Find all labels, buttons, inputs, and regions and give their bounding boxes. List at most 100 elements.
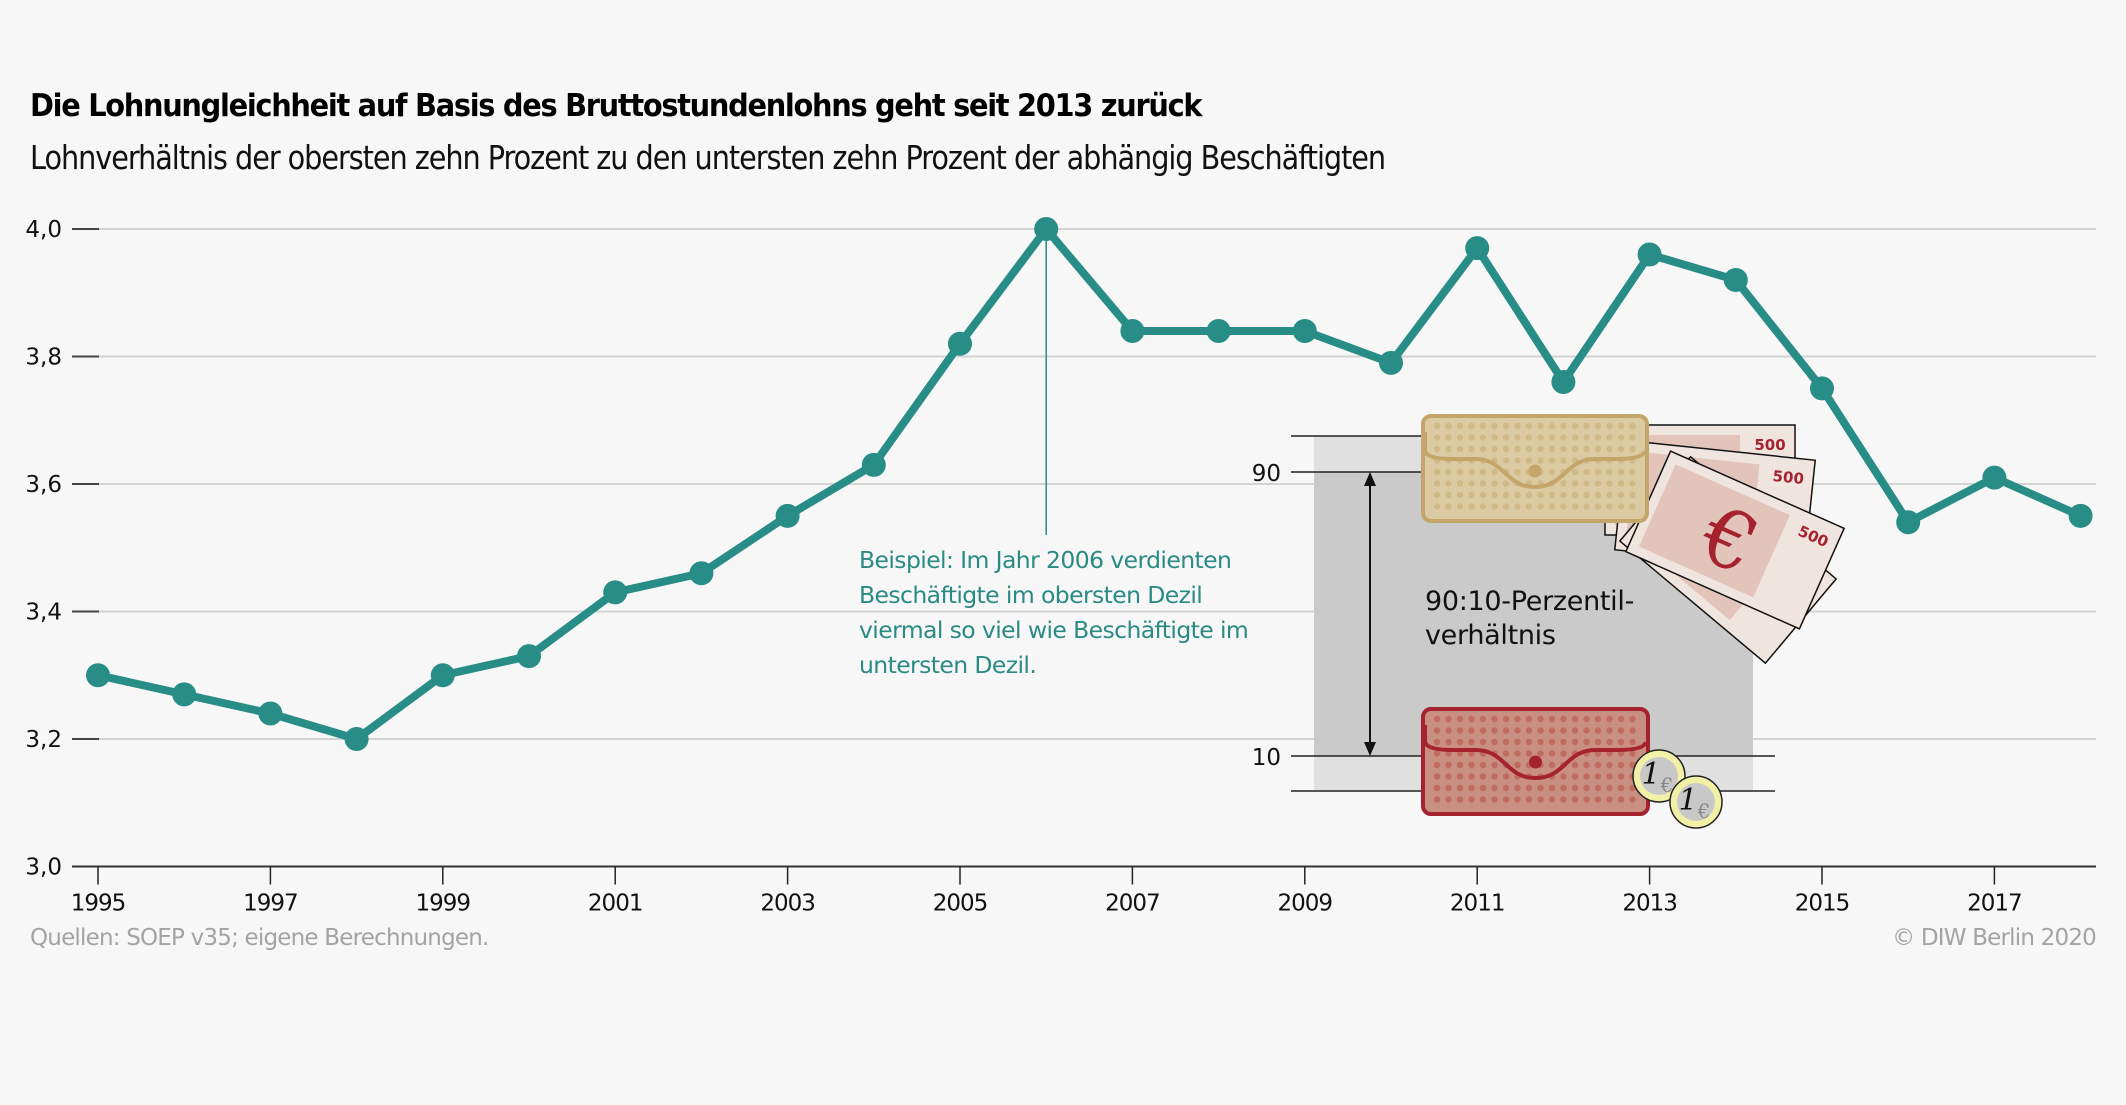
wallet-dot	[1583, 480, 1590, 487]
series-ratio	[86, 217, 2093, 751]
wallet-dot	[1560, 491, 1567, 499]
wallet-dot	[1468, 468, 1475, 476]
wallet-dot	[1468, 738, 1475, 746]
data-point	[344, 727, 369, 751]
wallet-dot	[1594, 491, 1602, 499]
wallet-dot	[1491, 491, 1498, 499]
wallet-dot	[1560, 434, 1567, 441]
wallet-dot	[1629, 468, 1636, 476]
wallet-dot	[1594, 445, 1602, 453]
wallet-dot	[1468, 784, 1475, 792]
wallet-dot	[1629, 727, 1636, 734]
data-point	[1292, 319, 1317, 343]
wallet-dot	[1479, 480, 1487, 487]
wallet-dot	[1479, 503, 1487, 510]
wallet-dot	[1537, 738, 1544, 746]
wallet-dot	[1479, 445, 1487, 453]
wallet-dot	[1456, 784, 1464, 792]
wallet-dot	[1629, 480, 1636, 487]
euro-sign-icon: €	[1697, 799, 1711, 823]
source-note: Quellen: SOEP v35; eigene Berechnungen.	[30, 925, 489, 951]
x-tick-label: 2001	[588, 891, 643, 917]
wallet-dot	[1629, 491, 1636, 499]
wallet-dot	[1594, 727, 1602, 734]
wallet-dot	[1433, 480, 1441, 487]
wallet-dot	[1548, 727, 1556, 734]
coin-center	[1677, 783, 1715, 821]
wallet-dot	[1548, 715, 1556, 723]
wallet-dot	[1571, 727, 1579, 734]
wallet-dot	[1560, 715, 1567, 723]
wallet-dot	[1594, 503, 1602, 510]
data-point	[1810, 376, 1834, 401]
data-point	[1206, 319, 1231, 343]
wallet-dot	[1468, 715, 1475, 723]
x-tick-label: 2013	[1622, 891, 1677, 917]
wallet-dot	[1502, 480, 1510, 487]
wallet-dot	[1479, 773, 1487, 780]
y-tick-label: 3,8	[25, 345, 62, 371]
wallet-dot	[1606, 491, 1613, 499]
x-tick-label: 1995	[71, 891, 126, 917]
wallet-dot	[1594, 715, 1602, 723]
wallet-dot	[1571, 715, 1579, 723]
wallet-dot	[1617, 434, 1625, 441]
wallet-dot	[1514, 457, 1521, 464]
wallet-dot	[1502, 491, 1510, 499]
inset-text-line-1: 90:10-Perzentil-	[1425, 586, 1634, 617]
data-point	[258, 701, 283, 726]
x-tick-label: 2017	[1967, 891, 2022, 917]
data-point	[517, 644, 541, 669]
wallet-dot	[1525, 445, 1533, 453]
y-axis: 3,0 3,2 3,4 3,6 3,8 4,0	[25, 217, 99, 881]
wallet-dot	[1491, 761, 1498, 769]
wallet-dot	[1606, 784, 1613, 792]
wallet-dot	[1594, 738, 1602, 746]
wallet-dot	[1617, 715, 1625, 723]
data-point	[1120, 319, 1145, 343]
wallet-dot	[1445, 738, 1452, 746]
wallet-dot	[1548, 784, 1556, 792]
data-point	[1379, 350, 1403, 375]
wallet-dot	[1491, 480, 1498, 487]
wallet-dot	[1456, 727, 1464, 734]
wallet-dot	[1433, 445, 1441, 453]
wallet-dot	[1571, 784, 1579, 792]
wallet-dot	[1606, 445, 1613, 453]
wallet-dot	[1583, 784, 1590, 792]
wallet-dot	[1629, 715, 1636, 723]
wallet-dot	[1445, 468, 1452, 476]
wallet-dot	[1617, 422, 1625, 430]
wallet-dot	[1445, 503, 1452, 510]
wallet-dot	[1583, 773, 1590, 780]
wallet-dot	[1548, 796, 1556, 803]
wallet-dot	[1560, 738, 1567, 746]
inset-text-line-2: verhältnis	[1425, 620, 1556, 651]
wallet-dot	[1456, 480, 1464, 487]
data-point	[172, 682, 197, 707]
wallet-dot	[1456, 715, 1464, 723]
wallet-dot	[1617, 738, 1625, 746]
wallet-texture	[1433, 715, 1636, 803]
wallet-dot	[1479, 468, 1487, 476]
wallet-dot	[1525, 422, 1533, 430]
wallet-dot	[1548, 491, 1556, 499]
wallet-dot	[1571, 434, 1579, 441]
x-tick-label: 2009	[1278, 891, 1333, 917]
wallet-dot	[1617, 503, 1625, 510]
wallet-dot	[1583, 715, 1590, 723]
wallet-dot	[1468, 796, 1475, 803]
wallet-dot	[1479, 434, 1487, 441]
wallet-dot	[1571, 773, 1579, 780]
wallet-dot	[1617, 784, 1625, 792]
wallet-dot	[1571, 422, 1579, 430]
percentile-ratio-infographic: 90 10 90:10-Perzentil- verhältnis €500€5…	[1252, 414, 1846, 829]
wallet-dot	[1456, 796, 1464, 803]
wallet-dot	[1479, 491, 1487, 499]
wallet-dot	[1629, 503, 1636, 510]
wallet-dot	[1617, 727, 1625, 734]
wallet-dot	[1537, 784, 1544, 792]
wallet-dot	[1571, 445, 1579, 453]
wallet-dot	[1525, 727, 1533, 734]
